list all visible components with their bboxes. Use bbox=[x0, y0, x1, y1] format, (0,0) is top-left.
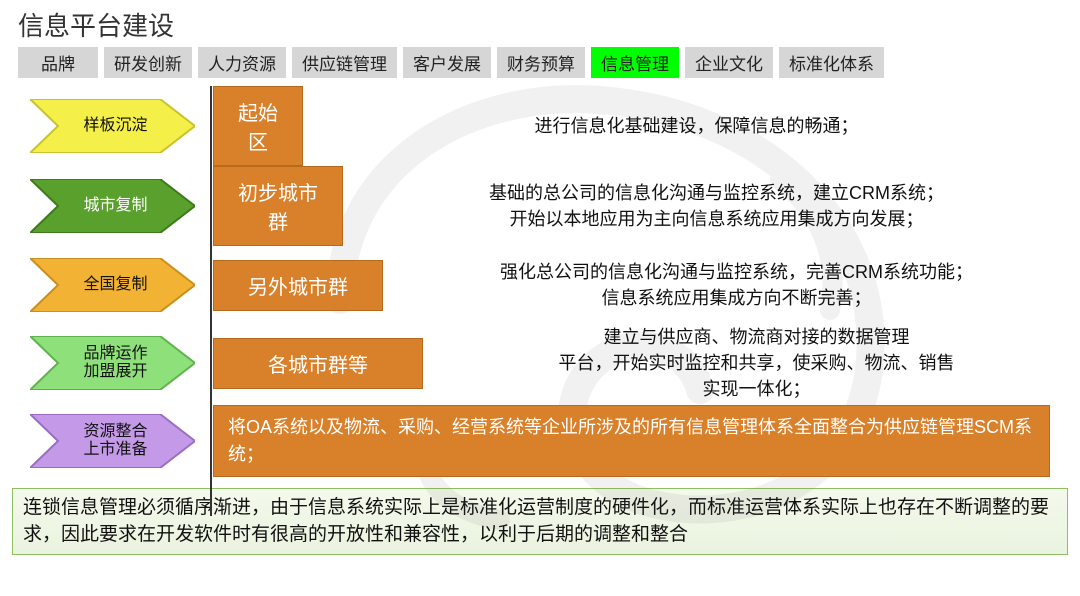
tab-0[interactable]: 品牌 bbox=[18, 47, 98, 78]
stage-box-2: 另外城市群 bbox=[213, 260, 383, 311]
stage-row-4: 资源整合 上市准备 将OA系统以及物流、采购、经营系统等企业所涉及的所有信息管理体… bbox=[30, 402, 1080, 480]
phase-arrow-3: 品牌运作 加盟展开 bbox=[30, 336, 195, 390]
phase-arrow-label: 资源整合 上市准备 bbox=[77, 423, 147, 460]
stage-description: 建立与供应商、物流商对接的数据管理 平台，开始实时监控和共享，使采购、物流、销售… bbox=[423, 324, 1080, 402]
stage-row-1: 城市复制 初步城市群基础的总公司的信息化沟通与监控系统，建立CRM系统； 开始以本… bbox=[30, 166, 1080, 246]
stage-wide-box: 将OA系统以及物流、采购、经营系统等企业所涉及的所有信息管理体系全面整合为供应链… bbox=[213, 405, 1050, 477]
stage-row-0: 样板沉淀 起始区进行信息化基础建设，保障信息的畅通； bbox=[30, 86, 1080, 166]
stage-box-1: 初步城市群 bbox=[213, 166, 343, 246]
phase-arrow-0: 样板沉淀 bbox=[30, 99, 195, 153]
stage-description: 基础的总公司的信息化沟通与监控系统，建立CRM系统； 开始以本地应用为主向信息系… bbox=[343, 180, 1080, 232]
page-title: 信息平台建设 bbox=[0, 0, 1080, 47]
phase-arrow-2: 全国复制 bbox=[30, 258, 195, 312]
diagram-area: 样板沉淀 起始区进行信息化基础建设，保障信息的畅通； 城市复制 初步城市群基础的总公… bbox=[0, 86, 1080, 480]
phase-arrow-label: 样板沉淀 bbox=[77, 117, 147, 135]
stage-row-2: 全国复制 另外城市群强化总公司的信息化沟通与监控系统，完善CRM系统功能； 信息系… bbox=[30, 246, 1080, 324]
stage-box-3: 各城市群等 bbox=[213, 338, 423, 389]
phase-arrow-label: 全国复制 bbox=[77, 276, 147, 294]
phase-arrow-label: 城市复制 bbox=[77, 197, 147, 215]
phase-arrow-4: 资源整合 上市准备 bbox=[30, 414, 195, 468]
stage-box-0: 起始区 bbox=[213, 86, 303, 166]
stage-description: 进行信息化基础建设，保障信息的畅通； bbox=[303, 113, 1080, 139]
phase-arrow-1: 城市复制 bbox=[30, 179, 195, 233]
stage-description: 强化总公司的信息化沟通与监控系统，完善CRM系统功能； 信息系统应用集成方向不断… bbox=[383, 259, 1080, 311]
stage-row-3: 品牌运作 加盟展开 各城市群等建立与供应商、物流商对接的数据管理 平台，开始实时监… bbox=[30, 324, 1080, 402]
phase-arrow-label: 品牌运作 加盟展开 bbox=[77, 345, 147, 382]
tab-1[interactable]: 研发创新 bbox=[104, 47, 192, 78]
